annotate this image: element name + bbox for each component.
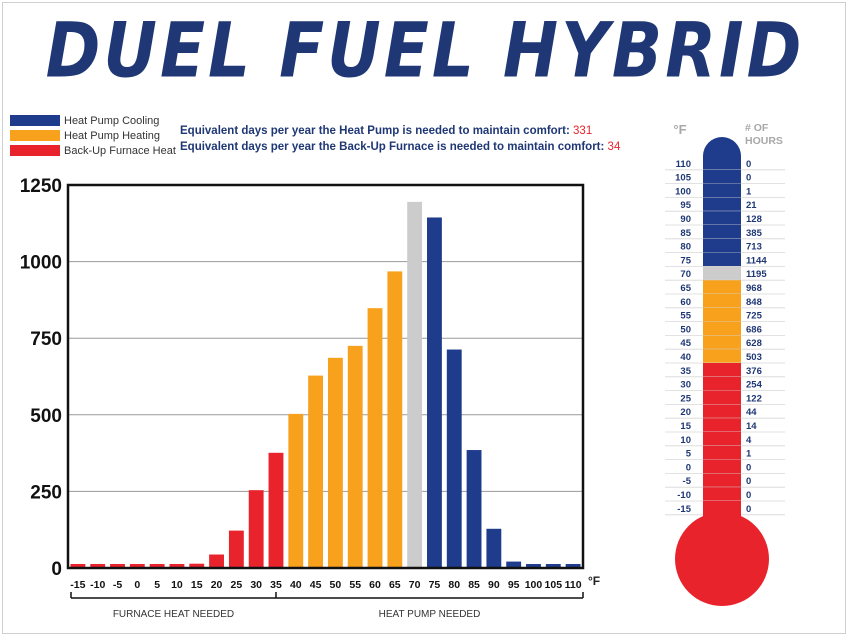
bar-55 bbox=[347, 345, 363, 568]
plot-frame bbox=[66, 183, 585, 570]
x-tick-label: 60 bbox=[369, 579, 381, 591]
legend-item-cooling: Heat Pump Cooling bbox=[10, 113, 176, 128]
heat-pump-days-value: 331 bbox=[573, 125, 593, 137]
furnace-days-value: 34 bbox=[607, 141, 621, 153]
x-unit-label: °F bbox=[588, 574, 601, 588]
legend-swatch-heating bbox=[10, 130, 60, 141]
x-tick-label: -5 bbox=[113, 579, 122, 591]
x-tick-label: 35 bbox=[270, 579, 282, 591]
comfort-stats: Equivalent days per year the Heat Pump i… bbox=[180, 125, 620, 157]
heat-pump-days-stat: Equivalent days per year the Heat Pump i… bbox=[180, 125, 620, 141]
legend-item-furnace: Back-Up Furnace Heat bbox=[10, 143, 176, 158]
bar-105 bbox=[545, 564, 561, 568]
bar-85 bbox=[466, 450, 482, 568]
bar-45 bbox=[308, 375, 324, 568]
legend-swatch-furnace bbox=[10, 145, 60, 156]
x-tick-label: 30 bbox=[250, 579, 262, 591]
legend-label-furnace: Back-Up Furnace Heat bbox=[64, 144, 176, 157]
bar-0 bbox=[129, 564, 145, 568]
furnace-days-stat: Equivalent days per year the Back-Up Fur… bbox=[180, 141, 620, 157]
x-tick-label: 65 bbox=[389, 579, 401, 591]
x-tick-label: 95 bbox=[508, 579, 520, 591]
y-tick-label: 250 bbox=[30, 482, 62, 503]
bar-30 bbox=[248, 490, 264, 568]
legend-label-heating: Heat Pump Heating bbox=[64, 129, 160, 142]
bar-25 bbox=[228, 530, 244, 568]
x-tick-label: 40 bbox=[290, 579, 302, 591]
y-tick-label: 500 bbox=[30, 406, 62, 427]
x-tick-label: 20 bbox=[211, 579, 223, 591]
bar-65 bbox=[387, 271, 403, 568]
x-tick-label: 105 bbox=[545, 579, 563, 591]
bar-5 bbox=[149, 564, 165, 568]
legend-label-cooling: Heat Pump Cooling bbox=[64, 114, 160, 127]
heat-pump-days-text: Equivalent days per year the Heat Pump i… bbox=[180, 125, 570, 137]
x-tick-label: 50 bbox=[330, 579, 342, 591]
bar-15 bbox=[189, 563, 205, 568]
x-tick-label: -10 bbox=[90, 579, 105, 591]
legend-item-heating: Heat Pump Heating bbox=[10, 128, 176, 143]
x-tick-label: 80 bbox=[448, 579, 460, 591]
bar-80 bbox=[446, 349, 462, 568]
bar-10 bbox=[169, 564, 185, 568]
x-tick-label: 5 bbox=[154, 579, 160, 591]
page-title: DUEL FUEL HYBRID bbox=[45, 6, 805, 95]
legend-swatch-cooling bbox=[10, 115, 60, 126]
x-tick-label: -15 bbox=[70, 579, 85, 591]
y-tick-label: 1250 bbox=[20, 176, 62, 197]
chart-legend: Heat Pump Cooling Heat Pump Heating Back… bbox=[10, 113, 176, 158]
region-label-furnace: FURNACE HEAT NEEDED bbox=[113, 609, 234, 620]
x-tick-label: 0 bbox=[134, 579, 140, 591]
region-label-heat-pump: HEAT PUMP NEEDED bbox=[379, 609, 481, 620]
x-tick-label: 10 bbox=[171, 579, 183, 591]
y-tick-label: 1000 bbox=[20, 253, 62, 274]
x-tick-label: 90 bbox=[488, 579, 500, 591]
bar-20 bbox=[209, 554, 224, 568]
y-tick-label: 750 bbox=[30, 329, 62, 350]
x-tick-label: 70 bbox=[409, 579, 421, 591]
bar--10 bbox=[90, 564, 106, 568]
bar-95 bbox=[506, 561, 522, 568]
bar--5 bbox=[110, 564, 125, 568]
bar-75 bbox=[427, 217, 442, 568]
x-tick-label: 85 bbox=[468, 579, 480, 591]
furnace-days-text: Equivalent days per year the Back-Up Fur… bbox=[180, 141, 605, 153]
x-tick-label: 110 bbox=[565, 579, 582, 591]
bar-40 bbox=[288, 413, 304, 568]
bar-35 bbox=[268, 452, 284, 568]
x-tick-label: 15 bbox=[191, 579, 203, 591]
y-tick-label: 0 bbox=[51, 559, 62, 580]
bar-70 bbox=[407, 201, 423, 569]
bar-90 bbox=[486, 528, 502, 568]
x-tick-label: 25 bbox=[231, 579, 243, 591]
x-tick-label: 75 bbox=[429, 579, 441, 591]
bar-100 bbox=[526, 564, 541, 568]
bar-50 bbox=[327, 357, 343, 568]
x-tick-label: 55 bbox=[349, 579, 361, 591]
bar-60 bbox=[367, 308, 383, 568]
x-tick-label: 100 bbox=[525, 579, 543, 591]
bar-110 bbox=[565, 564, 581, 568]
x-tick-label: 45 bbox=[310, 579, 322, 591]
bar--15 bbox=[70, 564, 86, 568]
